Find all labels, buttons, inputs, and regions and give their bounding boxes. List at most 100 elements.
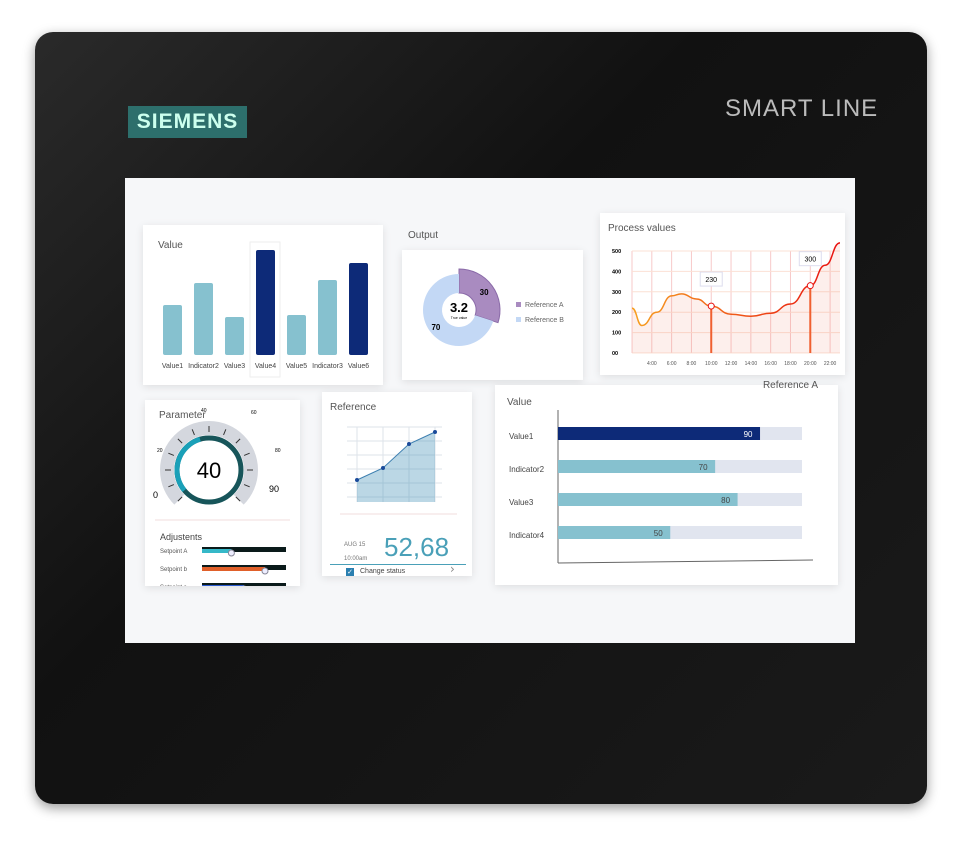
parameter-title: Parameter xyxy=(159,410,206,421)
process-values-title: Process values xyxy=(608,223,676,234)
gauge-scale-label: 0 xyxy=(153,490,158,500)
x-tick-label: 10:00 xyxy=(705,361,718,367)
reference-area xyxy=(357,432,435,502)
siemens-logo: SIEMENS xyxy=(128,106,247,138)
gauge-tick xyxy=(235,496,241,502)
process-values-card: Process values 00 100 200 300 400 500 4:00 6:00… xyxy=(600,213,845,375)
bar xyxy=(287,315,306,355)
marker-label: 230 xyxy=(705,277,717,284)
x-tick-label: 14:00 xyxy=(745,361,758,367)
marker-point xyxy=(707,302,715,310)
setpoint-label: Setpoint b xyxy=(160,567,188,573)
reference-date: AUG 15 xyxy=(344,542,366,548)
reference-line xyxy=(356,431,436,481)
x-tick-label: 4:00 xyxy=(647,361,657,367)
hbar-value: 80 xyxy=(721,496,730,505)
legend-label: Reference B xyxy=(525,317,564,324)
slider-handle xyxy=(261,567,269,575)
divider xyxy=(330,564,466,565)
gauge-tick xyxy=(235,438,241,444)
slider-fill xyxy=(202,567,265,571)
y-tick-label: 400 xyxy=(612,269,621,275)
x-tick-label: 20:00 xyxy=(804,361,817,367)
legend-swatch xyxy=(516,302,521,307)
donut-slice xyxy=(458,268,501,324)
marker-label: 300 xyxy=(804,257,816,264)
gauge-tick xyxy=(177,496,183,502)
series-area xyxy=(632,242,840,353)
reference-point xyxy=(433,430,437,434)
hbar-value: 50 xyxy=(654,529,663,538)
change-status-label: Change status xyxy=(360,568,406,575)
hbar-label: Indicator4 xyxy=(509,531,545,540)
slice-label: 70 xyxy=(431,323,440,332)
gauge-tick xyxy=(191,429,195,436)
bar-label: Value4 xyxy=(255,363,276,370)
slider-handle xyxy=(227,549,235,557)
gauge-tick xyxy=(168,484,175,488)
reference-card: Reference AUG 15 10:00am 52,68 ✓ Change … xyxy=(322,392,472,576)
gauge-scale-label: 60 xyxy=(251,410,257,416)
output-title: Output xyxy=(408,230,439,241)
bar xyxy=(349,263,368,355)
marker-tooltip xyxy=(699,271,723,287)
donut-center-value: 3.2 xyxy=(450,300,468,315)
gauge-tick xyxy=(243,484,250,488)
slider-track xyxy=(202,547,286,552)
marker-point xyxy=(806,282,814,290)
reference-value: 52,68 xyxy=(384,532,450,562)
gauge-scale-label: 90 xyxy=(269,484,279,494)
bar-label: Value3 xyxy=(224,363,245,370)
x-tick-label: 22:00 xyxy=(824,361,837,367)
reference-point xyxy=(355,478,359,482)
value-hbar-title: Value xyxy=(507,397,532,408)
change-status-checkbox[interactable]: ✓ xyxy=(346,568,354,576)
hbar-label: Value3 xyxy=(509,498,534,507)
reference-title: Reference xyxy=(330,402,377,413)
x-axis xyxy=(557,559,814,564)
x-tick-label: 16:00 xyxy=(764,361,777,367)
bar-label: Value6 xyxy=(348,363,369,370)
bar-label: Value1 xyxy=(162,363,183,370)
gauge-scale-label: 40 xyxy=(201,408,207,414)
x-tick-label: 12:00 xyxy=(725,361,738,367)
hbar xyxy=(558,493,738,506)
gauge-tick xyxy=(243,452,250,456)
adjustments-title: Adjustents xyxy=(160,532,203,542)
hbar xyxy=(558,427,761,440)
y-tick-label: 500 xyxy=(612,249,621,255)
value-hbar-chart: 90 Value1 70 Indicator2 80 Value3 50 Indicator4 xyxy=(509,410,814,564)
value-hbar-card: Value Reference A 90 Value1 70 Indicator2 80… xyxy=(495,380,838,585)
gauge-tick xyxy=(223,429,227,436)
parameter-card: Parameter 0 20 40 60 80 90 40 Adjustents Setpoin… xyxy=(145,400,300,586)
setpoint-label: Setpoint c xyxy=(160,585,187,586)
bar xyxy=(256,250,275,355)
slider-fill xyxy=(202,549,232,553)
gauge-tick xyxy=(177,438,183,444)
gauge-scale-label: 20 xyxy=(157,448,163,454)
y-tick-label: 200 xyxy=(612,310,621,316)
legend-swatch xyxy=(516,317,521,322)
reference-chart xyxy=(340,426,457,515)
reference-time: 10:00am xyxy=(344,556,368,562)
slider-track xyxy=(202,583,286,586)
process-values-chart: 00 100 200 300 400 500 4:00 6:00 8:00 10:00 12:00 1… xyxy=(612,242,841,367)
hbar-label: Indicator2 xyxy=(509,465,545,474)
bar xyxy=(225,317,244,355)
slider-fill xyxy=(202,585,244,586)
chevron-right-icon[interactable]: › xyxy=(450,562,455,576)
y-tick-label: 100 xyxy=(612,331,621,337)
hbar-value: 90 xyxy=(744,430,753,439)
gauge-value-arc xyxy=(174,436,201,492)
gauge-tick xyxy=(168,452,175,456)
hbar-value: 70 xyxy=(699,463,708,472)
bar xyxy=(163,305,182,355)
reference-point xyxy=(381,466,385,470)
marker-tooltip xyxy=(798,251,822,267)
bar-label: Value5 xyxy=(286,363,307,370)
hbar xyxy=(558,526,671,539)
gauge-value: 40 xyxy=(197,458,221,483)
hmi-screen: Value Value1 Indicator2 Value3 Value4 Value5… xyxy=(125,178,855,643)
reference-point xyxy=(407,442,411,446)
x-tick-label: 18:00 xyxy=(784,361,797,367)
